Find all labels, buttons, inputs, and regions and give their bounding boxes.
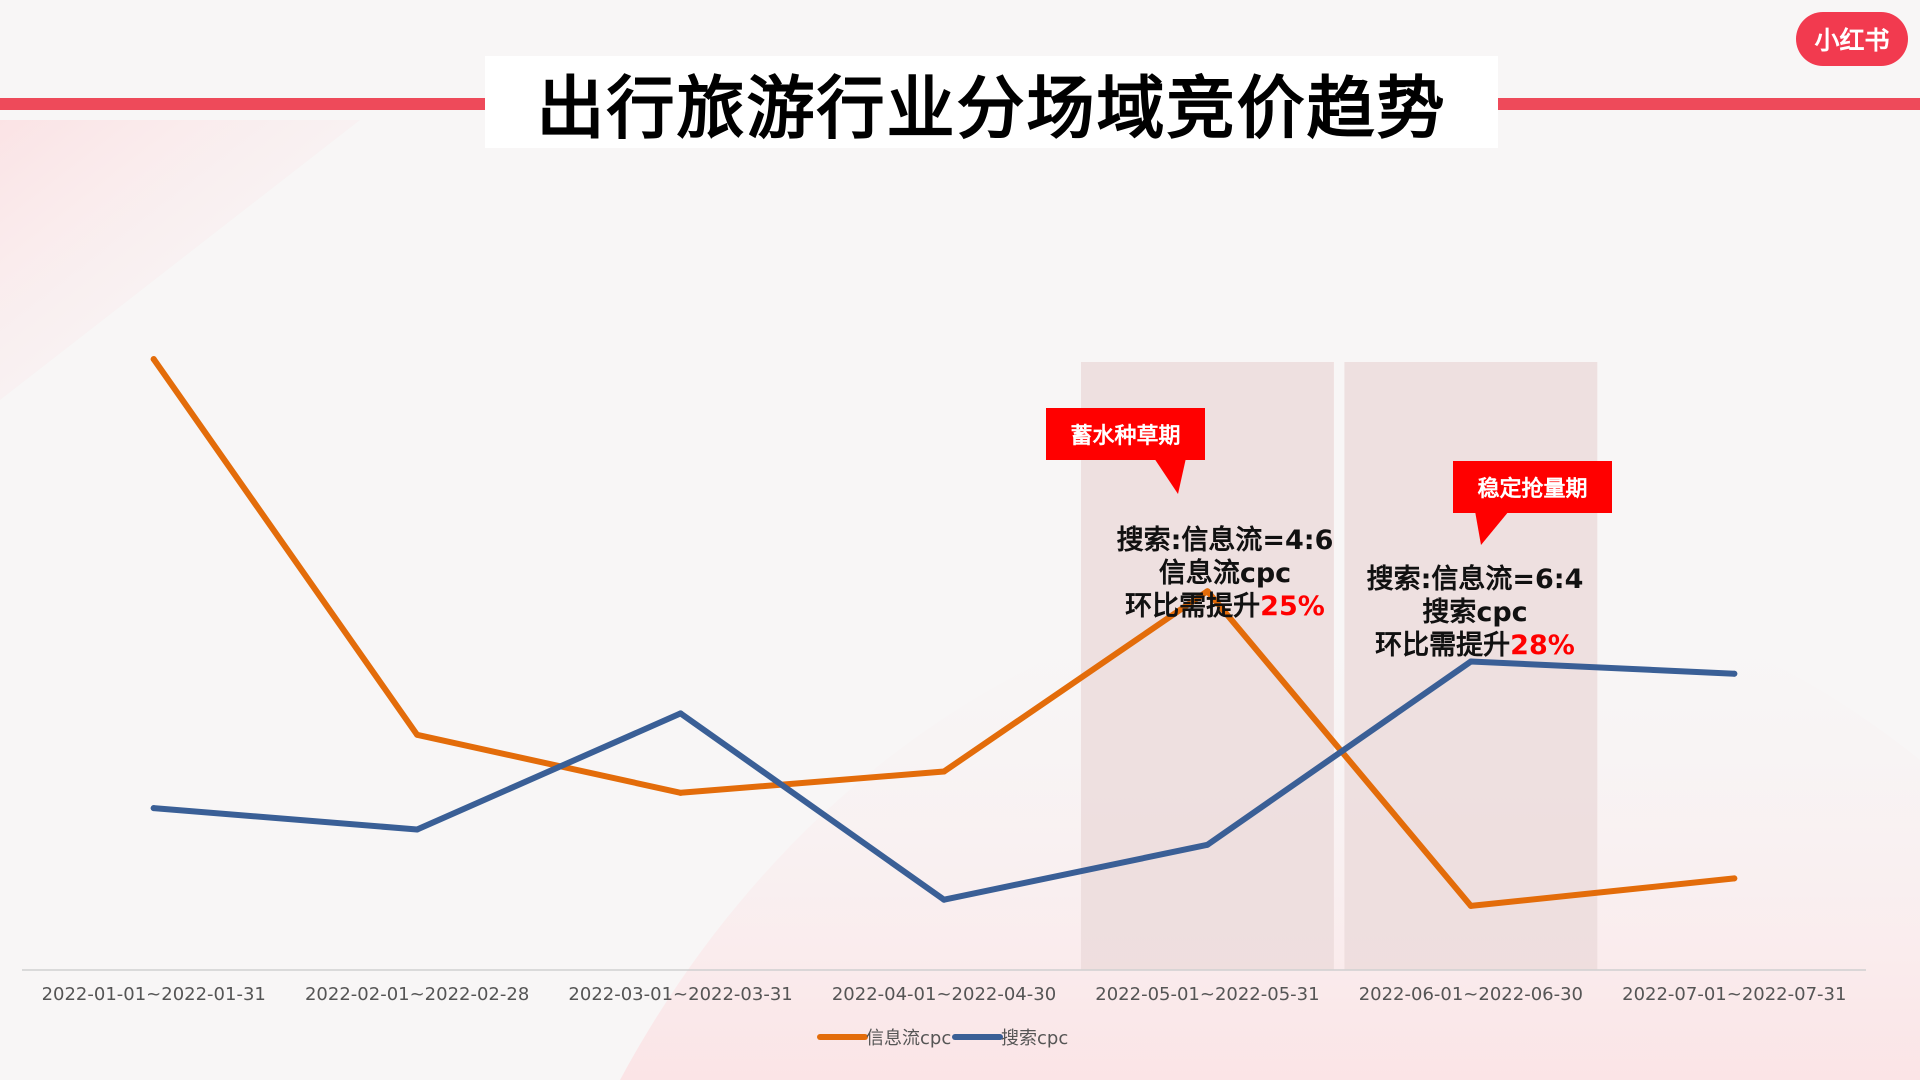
data-point — [677, 710, 684, 717]
data-point — [941, 896, 947, 903]
note-2-highlight: 28% — [1510, 630, 1575, 661]
callout-label-2: 稳定抢量期 — [1453, 461, 1612, 545]
note-1-line-3: 环比需提升25% — [1090, 590, 1360, 623]
x-tick-label: 2022-07-01~2022-07-31 — [1622, 984, 1846, 1005]
annotation-note-1: 搜索:信息流=4:6 信息流cpc 环比需提升25% — [1090, 524, 1360, 623]
legend-label-1: 信息流cpc — [866, 1028, 951, 1049]
callout-label-1: 蓄水种草期 — [1046, 408, 1205, 494]
x-tick-label: 2022-04-01~2022-04-30 — [832, 984, 1056, 1005]
data-point — [1731, 875, 1738, 882]
title-box: 出行旅游行业分场域竞价趋势 — [485, 56, 1498, 149]
data-point — [1204, 841, 1211, 848]
x-tick-label: 2022-02-01~2022-02-28 — [305, 984, 529, 1005]
legend-label-2: 搜索cpc — [1001, 1028, 1068, 1049]
x-tick-label: 2022-03-01~2022-03-31 — [568, 984, 792, 1005]
x-tick-label: 2022-01-01~2022-01-31 — [42, 984, 266, 1005]
page-title: 出行旅游行业分场域竞价趋势 — [536, 69, 1447, 149]
x-tick-label: 2022-05-01~2022-05-31 — [1095, 984, 1319, 1005]
data-point — [414, 731, 421, 738]
note-2-line-2: 搜索cpc — [1422, 597, 1528, 628]
x-tick-label: 2022-06-01~2022-06-30 — [1359, 984, 1583, 1005]
data-point — [941, 768, 947, 775]
data-point — [677, 789, 684, 796]
note-2-line-3: 环比需提升28% — [1340, 629, 1610, 662]
data-point — [1204, 588, 1211, 595]
data-point — [414, 826, 421, 833]
highlight-band-1 — [1080, 362, 1334, 970]
data-point — [150, 356, 157, 363]
note-1-line-3-text: 环比需提升 — [1125, 591, 1261, 622]
note-2-line-3-text: 环比需提升 — [1375, 630, 1511, 661]
annotation-note-2: 搜索:信息流=6:4 搜索cpc 环比需提升28% — [1340, 563, 1610, 662]
note-2-line-1: 搜索:信息流=6:4 — [1366, 564, 1584, 595]
note-1-line-2: 信息流cpc — [1158, 558, 1292, 589]
data-point — [1467, 658, 1474, 665]
data-point — [150, 805, 157, 812]
brand-logo: 小红书 — [1796, 12, 1908, 66]
note-1-highlight: 25% — [1260, 591, 1325, 622]
data-point — [1467, 902, 1474, 909]
data-point — [1731, 670, 1738, 677]
note-1-line-1: 搜索:信息流=4:6 — [1116, 525, 1334, 556]
